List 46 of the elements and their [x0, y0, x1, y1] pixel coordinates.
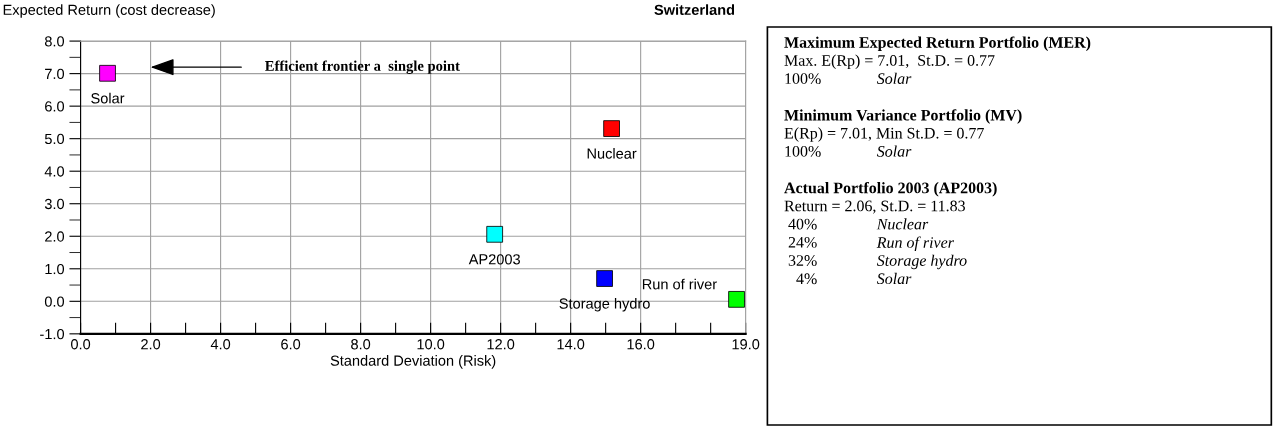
- point: [596, 270, 613, 287]
- annotation: AP2003: [468, 254, 520, 265]
- y-tick-label: 8.0: [44, 36, 65, 47]
- text: Max. E(Rp) = 7.01, St.D. = 0.77: [784, 54, 995, 70]
- y-tick-label: -1.0: [40, 328, 65, 340]
- x-tick-label: 2.0: [141, 339, 161, 350]
- text: 32% Storage hydro: [788, 254, 967, 270]
- point: [728, 291, 745, 308]
- annotation: Run of river: [642, 278, 717, 290]
- y-tick-label: 4.0: [44, 166, 65, 177]
- text: 24% Run of river: [788, 236, 954, 252]
- text: Minimum Variance Portfolio (MV): [784, 109, 1022, 124]
- text: Return = 2.06, St.D. = 11.83: [784, 200, 965, 214]
- x-axis-title: Standard Deviation (Risk): [330, 355, 496, 369]
- annotation: Solar: [91, 92, 125, 104]
- point: [486, 225, 504, 243]
- y-axis-title: Expected Return (cost decrease): [3, 4, 215, 18]
- y-tick-label: 3.0: [44, 198, 65, 210]
- point: [603, 120, 620, 137]
- y-tick-label: 1.0: [45, 263, 65, 275]
- text: Actual Portfolio 2003 (AP2003): [784, 181, 997, 197]
- text: Maximum Expected Return Portfolio (MER): [784, 36, 1091, 52]
- text: 40% Nuclear: [788, 218, 929, 230]
- x-tick-label: 19.0: [732, 339, 760, 350]
- x-tick-label: 14.0: [557, 339, 585, 350]
- y-tick-label: 5.0: [44, 133, 65, 145]
- text: E(Rp) = 7.01, Min St.D. = 0.77: [784, 127, 984, 142]
- y-tick-label: 0.0: [44, 296, 65, 307]
- x-tick-label: 8.0: [351, 339, 371, 350]
- y-tick-label: 2.0: [45, 231, 65, 242]
- x-tick-label: 12.0: [487, 339, 515, 350]
- x-tick-label: 10.0: [417, 339, 445, 350]
- text: 4% Solar: [796, 272, 912, 285]
- annotation: Nuclear: [587, 148, 637, 159]
- point: [99, 64, 116, 82]
- x-tick-label: 4.0: [210, 339, 231, 350]
- text: 100% Solar: [785, 72, 912, 85]
- chart-title: Switzerland: [654, 4, 735, 15]
- annotation: Efficient frontier a single point: [265, 60, 460, 74]
- annotation: Storage hydro: [559, 297, 650, 312]
- x-tick-label: 6.0: [281, 339, 301, 350]
- y-tick-label: 6.0: [45, 101, 65, 112]
- y-tick-label: 7.0: [45, 68, 65, 80]
- x-tick-label: 0.0: [71, 339, 91, 350]
- x-tick-label: 16.0: [627, 339, 655, 350]
- text: 100% Solar: [785, 145, 912, 157]
